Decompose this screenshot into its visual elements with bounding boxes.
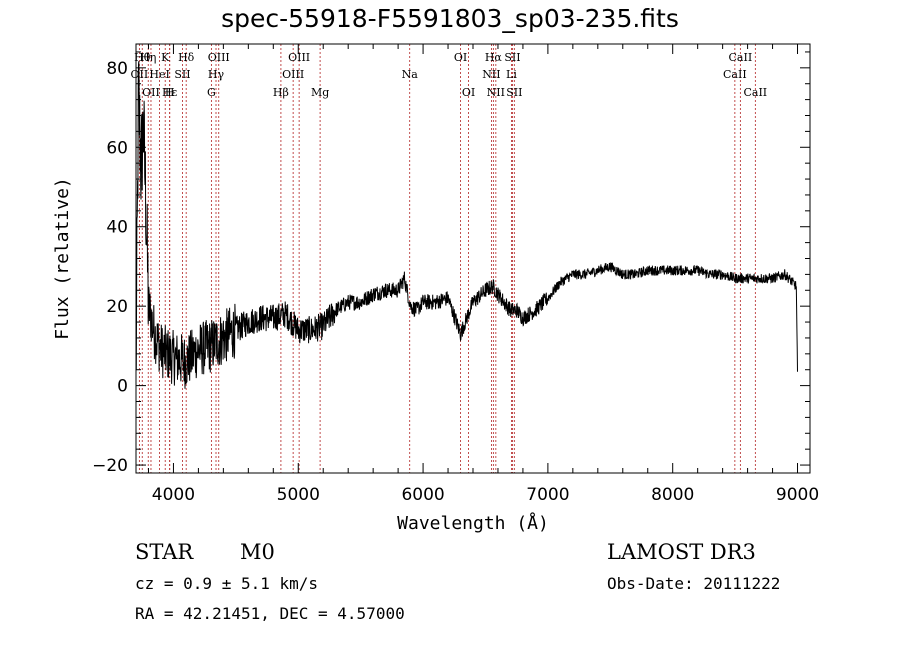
x-tick-label: 6000 (401, 485, 444, 505)
line-labels-layer: OIIHθHηOIIHeIKHHεSIIHδGHγOIIIHβOIIIOIIIM… (131, 51, 768, 99)
spectral-line-label: Hε (162, 86, 178, 99)
y-tick-label: 20 (106, 297, 128, 317)
obs-date: Obs-Date: 20111222 (607, 574, 781, 593)
spectral-line-label: NII (482, 68, 500, 81)
spectrum-layer (135, 61, 798, 389)
spectral-line-label: Hδ (178, 51, 195, 64)
x-axis-label: Wavelength (Å) (397, 512, 549, 534)
x-tick-label: 9000 (776, 485, 819, 505)
object-class: STAR (135, 540, 194, 564)
y-axis-label: Flux (relative) (52, 177, 73, 340)
x-tick-label: 5000 (277, 485, 320, 505)
spectral-line-label: Hθ (134, 51, 151, 64)
spectral-line-label: OIII (288, 51, 310, 64)
spectral-line-label: Na (402, 68, 419, 81)
spectral-line-label: G (207, 86, 216, 99)
spectral-line-label: OIII (282, 68, 304, 81)
spectral-line-label: Hη (140, 51, 156, 64)
y-tick-label: 60 (106, 138, 128, 158)
axes-layer: 4000 5000 6000 7000 8000 9000 −20 0 20 40 60 80 Wave… (52, 43, 819, 534)
chart-title: spec-55918-F5591803_sp03-235.fits (221, 4, 679, 33)
spectral-line-label: SII (174, 68, 190, 81)
cz-readout: cz = 0.9 ± 5.1 km/s (135, 574, 319, 593)
spectral-line-label: OI (454, 51, 467, 64)
y-tick-label: 80 (106, 59, 128, 79)
coordinates: RA = 42.21451, DEC = 4.57000 (135, 604, 405, 623)
spectral-line-label: SII (506, 86, 522, 99)
plot-frame (135, 43, 811, 474)
spectral-line-label: OII (131, 68, 149, 81)
y-tick-label: −20 (92, 456, 128, 476)
spectral-line-label: CaII (723, 68, 747, 81)
spectral-line-label: H (165, 86, 175, 99)
y-tick-label: 40 (106, 218, 128, 238)
x-tick-label: 7000 (526, 485, 569, 505)
spectral-line-label: SII (504, 51, 520, 64)
spectral-line-label: Hβ (273, 86, 289, 99)
spectrum-line (135, 61, 798, 389)
spectral-line-label: Mg (311, 86, 329, 99)
spectral-line-label: Hγ (208, 68, 225, 81)
spectral-line-label: CaII (743, 86, 767, 99)
survey-label: LAMOST DR3 (607, 540, 756, 564)
x-tick-label: 8000 (651, 485, 694, 505)
spectral-line-label: Li (506, 68, 517, 81)
x-tick-label: 4000 (152, 485, 195, 505)
object-subclass: M0 (240, 540, 275, 564)
spectral-line-label: OI (462, 86, 475, 99)
y-tick-label: 0 (117, 377, 128, 397)
spectral-lines-layer (138, 44, 756, 473)
spectral-line-label: HeI (149, 68, 169, 81)
spectral-line-label: OII (142, 86, 160, 99)
spectral-line-label: CaII (729, 51, 753, 64)
spectral-line-label: NII (487, 86, 505, 99)
spectral-line-label: K (161, 51, 170, 64)
spectral-line-label: Hα (485, 51, 503, 64)
spectral-line-label: OIII (208, 51, 230, 64)
